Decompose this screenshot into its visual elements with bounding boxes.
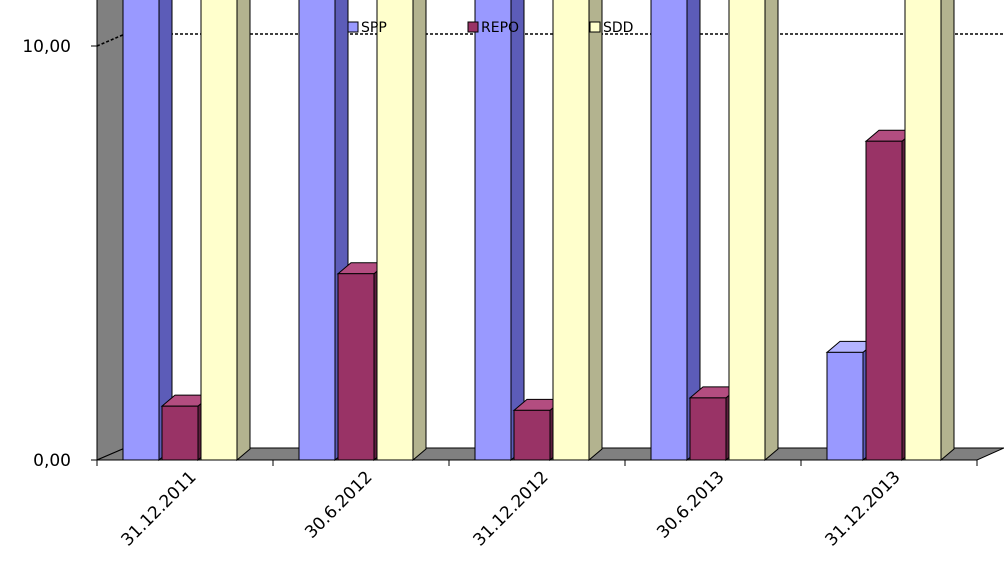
bar-front [552,0,590,461]
bar-front [161,405,199,461]
bar-front [122,0,160,461]
legend-item-spp: SPP [347,20,387,36]
bar-sdd-2 [552,0,603,462]
bar-side [764,0,779,462]
bar-front [865,140,903,461]
bar-spp-3 [650,0,701,462]
bar-front [200,0,238,461]
legend-item-repo: REPO [467,20,519,36]
x-tick-label: 31.12.2013 [822,467,905,550]
x-tick-label: 31.12.2012 [470,467,553,550]
legend-label: REPO [481,20,519,36]
bar-front [513,409,551,461]
bar-side [510,0,525,462]
legend-swatch [589,21,601,33]
bar-front [298,0,336,461]
bar-sdd-0 [200,0,251,462]
bar-spp-0 [122,0,173,462]
bar-side [412,0,427,462]
legend-label: SDD [603,20,633,36]
x-axis-ticks: 31.12.2011 30.6.2012 31.12.2012 30.6.2013 31… [96,460,978,550]
bar-side [588,0,603,462]
x-tick-label: 31.12.2011 [118,467,201,550]
legend-swatch [347,21,359,33]
gridline-depth [96,33,126,47]
bar-sdd-1 [376,0,427,462]
bar-sdd-3 [728,0,779,462]
bar-sdd-4 [904,0,955,462]
legend-item-sdd: SDD [589,20,633,36]
y-tick-label: 10,00 [22,37,71,57]
bar-front [904,0,942,461]
bar-front [650,0,688,461]
side-wall [96,0,126,461]
bar-front [826,351,864,461]
bar-spp-2 [474,0,525,462]
bars [122,0,955,462]
bar-side [236,0,251,462]
x-tick-label: 30.6.2013 [653,467,728,542]
legend-swatch [467,21,479,33]
y-tick-label: 0,00 [33,451,71,471]
bar-front [376,0,414,461]
bar-front [728,0,766,461]
legend-label: SPP [361,20,387,36]
x-tick-label: 30.6.2012 [301,467,376,542]
bar-front [337,273,375,461]
bar-side [940,0,955,462]
bar-front [474,0,512,461]
legend: SPP REPO SDD [347,20,633,36]
bar-front [689,397,727,461]
bar-side [158,0,173,462]
gridlines [96,33,1004,47]
y-axis-ticks: 0,0010,0020,0030,0040,0050,0060,0070,008… [22,37,97,471]
